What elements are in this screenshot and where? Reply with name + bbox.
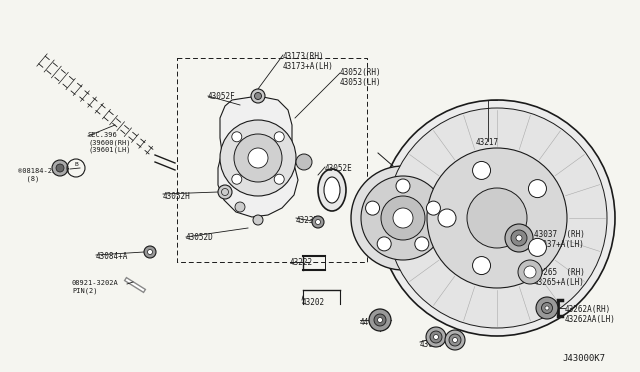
Circle shape <box>147 250 152 254</box>
Circle shape <box>232 132 242 142</box>
Circle shape <box>545 306 549 310</box>
Circle shape <box>387 108 607 328</box>
Circle shape <box>511 230 527 246</box>
Circle shape <box>529 180 547 198</box>
Circle shape <box>445 330 465 350</box>
Text: 43052F: 43052F <box>208 92 236 101</box>
Circle shape <box>365 201 380 215</box>
Circle shape <box>393 208 413 228</box>
Circle shape <box>220 120 296 196</box>
Text: 43217: 43217 <box>476 138 499 147</box>
Text: 08921-3202A
PIN(2): 08921-3202A PIN(2) <box>72 280 119 294</box>
Circle shape <box>312 216 324 228</box>
Circle shape <box>524 266 536 278</box>
Text: 43265  (RH)
43265+A(LH): 43265 (RH) 43265+A(LH) <box>534 268 585 288</box>
Polygon shape <box>218 96 298 217</box>
Circle shape <box>255 93 262 99</box>
Circle shape <box>541 302 552 314</box>
Ellipse shape <box>324 177 340 203</box>
Circle shape <box>426 327 446 347</box>
Circle shape <box>351 166 455 270</box>
Circle shape <box>449 334 461 346</box>
Text: 43084: 43084 <box>420 340 443 349</box>
Text: 43052(RH)
43053(LH): 43052(RH) 43053(LH) <box>340 68 381 87</box>
Circle shape <box>144 246 156 258</box>
Circle shape <box>248 148 268 168</box>
Circle shape <box>377 237 391 251</box>
Text: 43232: 43232 <box>296 216 319 225</box>
Circle shape <box>234 134 282 182</box>
Circle shape <box>472 257 490 275</box>
Circle shape <box>251 89 265 103</box>
Circle shape <box>232 174 242 184</box>
Text: SEC.396
(39600(RH)
(39601(LH): SEC.396 (39600(RH) (39601(LH) <box>88 132 131 153</box>
Circle shape <box>516 235 522 241</box>
Circle shape <box>433 334 438 340</box>
Text: 43037  (RH)
43037+A(LH): 43037 (RH) 43037+A(LH) <box>534 230 585 249</box>
Circle shape <box>472 161 490 179</box>
Circle shape <box>316 219 321 224</box>
Circle shape <box>452 337 458 343</box>
Circle shape <box>505 224 533 252</box>
Circle shape <box>218 185 232 199</box>
Circle shape <box>56 164 64 172</box>
Text: 43084+A: 43084+A <box>96 252 129 261</box>
Circle shape <box>529 238 547 256</box>
Circle shape <box>379 100 615 336</box>
Circle shape <box>253 215 263 225</box>
Text: 43262A(RH)
43262AA(LH): 43262A(RH) 43262AA(LH) <box>565 305 616 324</box>
Text: ®08184-2355H
  (8): ®08184-2355H (8) <box>18 168 69 182</box>
Circle shape <box>396 179 410 193</box>
Circle shape <box>536 297 558 319</box>
Circle shape <box>369 309 391 331</box>
Circle shape <box>374 314 386 326</box>
Circle shape <box>381 196 425 240</box>
Text: 43202: 43202 <box>302 298 325 307</box>
Text: 43222: 43222 <box>290 258 313 267</box>
Text: 43052E: 43052E <box>325 164 353 173</box>
Circle shape <box>274 132 284 142</box>
Circle shape <box>426 201 440 215</box>
Text: 44098N: 44098N <box>360 318 388 327</box>
Circle shape <box>430 331 442 343</box>
Circle shape <box>235 202 245 212</box>
Text: 43052D: 43052D <box>186 233 214 242</box>
Text: J43000K7: J43000K7 <box>562 354 605 363</box>
Circle shape <box>274 174 284 184</box>
Circle shape <box>378 317 383 323</box>
Circle shape <box>361 176 445 260</box>
Circle shape <box>467 188 527 248</box>
Ellipse shape <box>318 169 346 211</box>
Circle shape <box>52 160 68 176</box>
Circle shape <box>415 237 429 251</box>
Circle shape <box>427 148 567 288</box>
Text: 43173(RH)
43173+A(LH): 43173(RH) 43173+A(LH) <box>283 52 334 71</box>
Text: B: B <box>74 161 78 167</box>
Circle shape <box>518 260 542 284</box>
Circle shape <box>296 154 312 170</box>
Text: 43052H: 43052H <box>163 192 191 201</box>
Circle shape <box>438 209 456 227</box>
